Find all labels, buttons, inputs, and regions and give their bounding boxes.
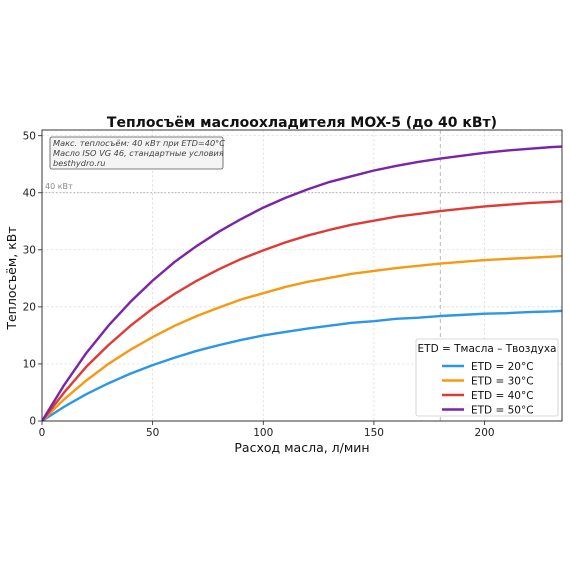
y-tick-label: 40 xyxy=(23,187,36,199)
x-tick-label: 0 xyxy=(39,427,46,439)
info-box-line: besthydro.ru xyxy=(53,158,105,168)
legend-entry: ETD = 30°C xyxy=(471,375,534,387)
x-tick-label: 150 xyxy=(364,427,384,439)
info-box: Макс. теплосъём: 40 кВт при ETD=40°CМасл… xyxy=(49,136,225,170)
x-tick-label: 100 xyxy=(253,427,273,439)
info-box-line: Макс. теплосъём: 40 кВт при ETD=40°C xyxy=(53,138,225,148)
y-tick-label: 20 xyxy=(23,301,36,313)
legend-entry: ETD = 50°C xyxy=(471,404,534,416)
legend: ETD = Тмасла – Твоздуха ETD = 20°C ETD = 3… xyxy=(415,338,559,417)
legend-entry: ETD = 40°C xyxy=(471,390,534,402)
legend-title: ETD = Тмасла – Твоздуха xyxy=(418,343,557,355)
ref-label-40kw: 40 кВт xyxy=(45,182,73,191)
y-axis-title: Теплосъём, кВт xyxy=(4,226,19,330)
legend-entry: ETD = 20°C xyxy=(471,361,534,373)
y-tick-label: 0 xyxy=(29,416,36,428)
y-tick-label: 30 xyxy=(23,244,36,256)
legend-frame xyxy=(415,338,559,417)
series-line-etd-40 xyxy=(42,200,562,421)
y-tick-label: 10 xyxy=(23,359,36,371)
chart-title: Теплосъём маслоохладителя MOX-5 (до 40 к… xyxy=(107,115,497,131)
series-line-etd-50 xyxy=(42,145,562,421)
series-line-etd-30 xyxy=(42,254,562,421)
series-line-etd-20 xyxy=(42,309,562,421)
x-tick-label: 200 xyxy=(475,427,495,439)
x-tick-label: 50 xyxy=(146,427,159,439)
info-box-frame xyxy=(49,136,224,170)
info-box-line: Масло ISO VG 46, стандартные условия xyxy=(53,148,224,158)
series-group xyxy=(42,145,562,421)
plot-frame xyxy=(41,129,563,422)
y-tick-label: 50 xyxy=(23,130,36,142)
x-axis-title: Расход масла, л/мин xyxy=(234,440,369,455)
